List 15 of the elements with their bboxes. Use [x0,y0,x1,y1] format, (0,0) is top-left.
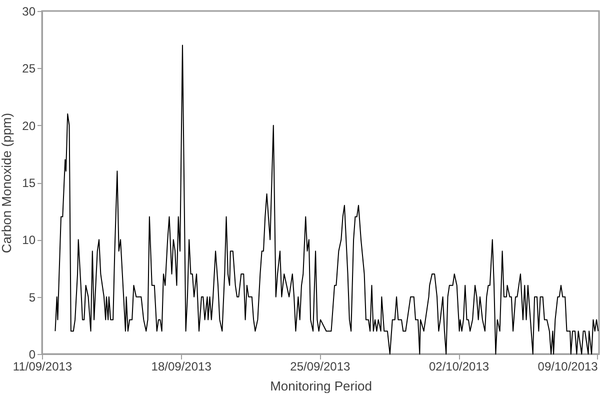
x-tick-label: 11/09/2013 [12,360,72,374]
x-tick-label: 18/09/2013 [151,360,212,374]
y-tick-label: 15 [22,176,36,190]
y-tick-label: 25 [22,62,36,76]
line-series [54,44,599,354]
y-axis-title: Carbon Monoxide (ppm) [0,112,14,254]
y-tick-label: 0 [28,348,36,362]
y-tick-label: 20 [22,118,36,133]
x-tick-label: 02/10/2013 [428,360,490,374]
x-tick-label: 25/09/2013 [290,360,351,374]
y-tick-label: 10 [22,233,36,248]
y-tick-label: 5 [28,290,36,304]
x-tick-label: 09/10/2013 [538,360,598,374]
x-axis-title: Monitoring Period [270,378,372,394]
y-tick-label: 30 [22,4,36,18]
